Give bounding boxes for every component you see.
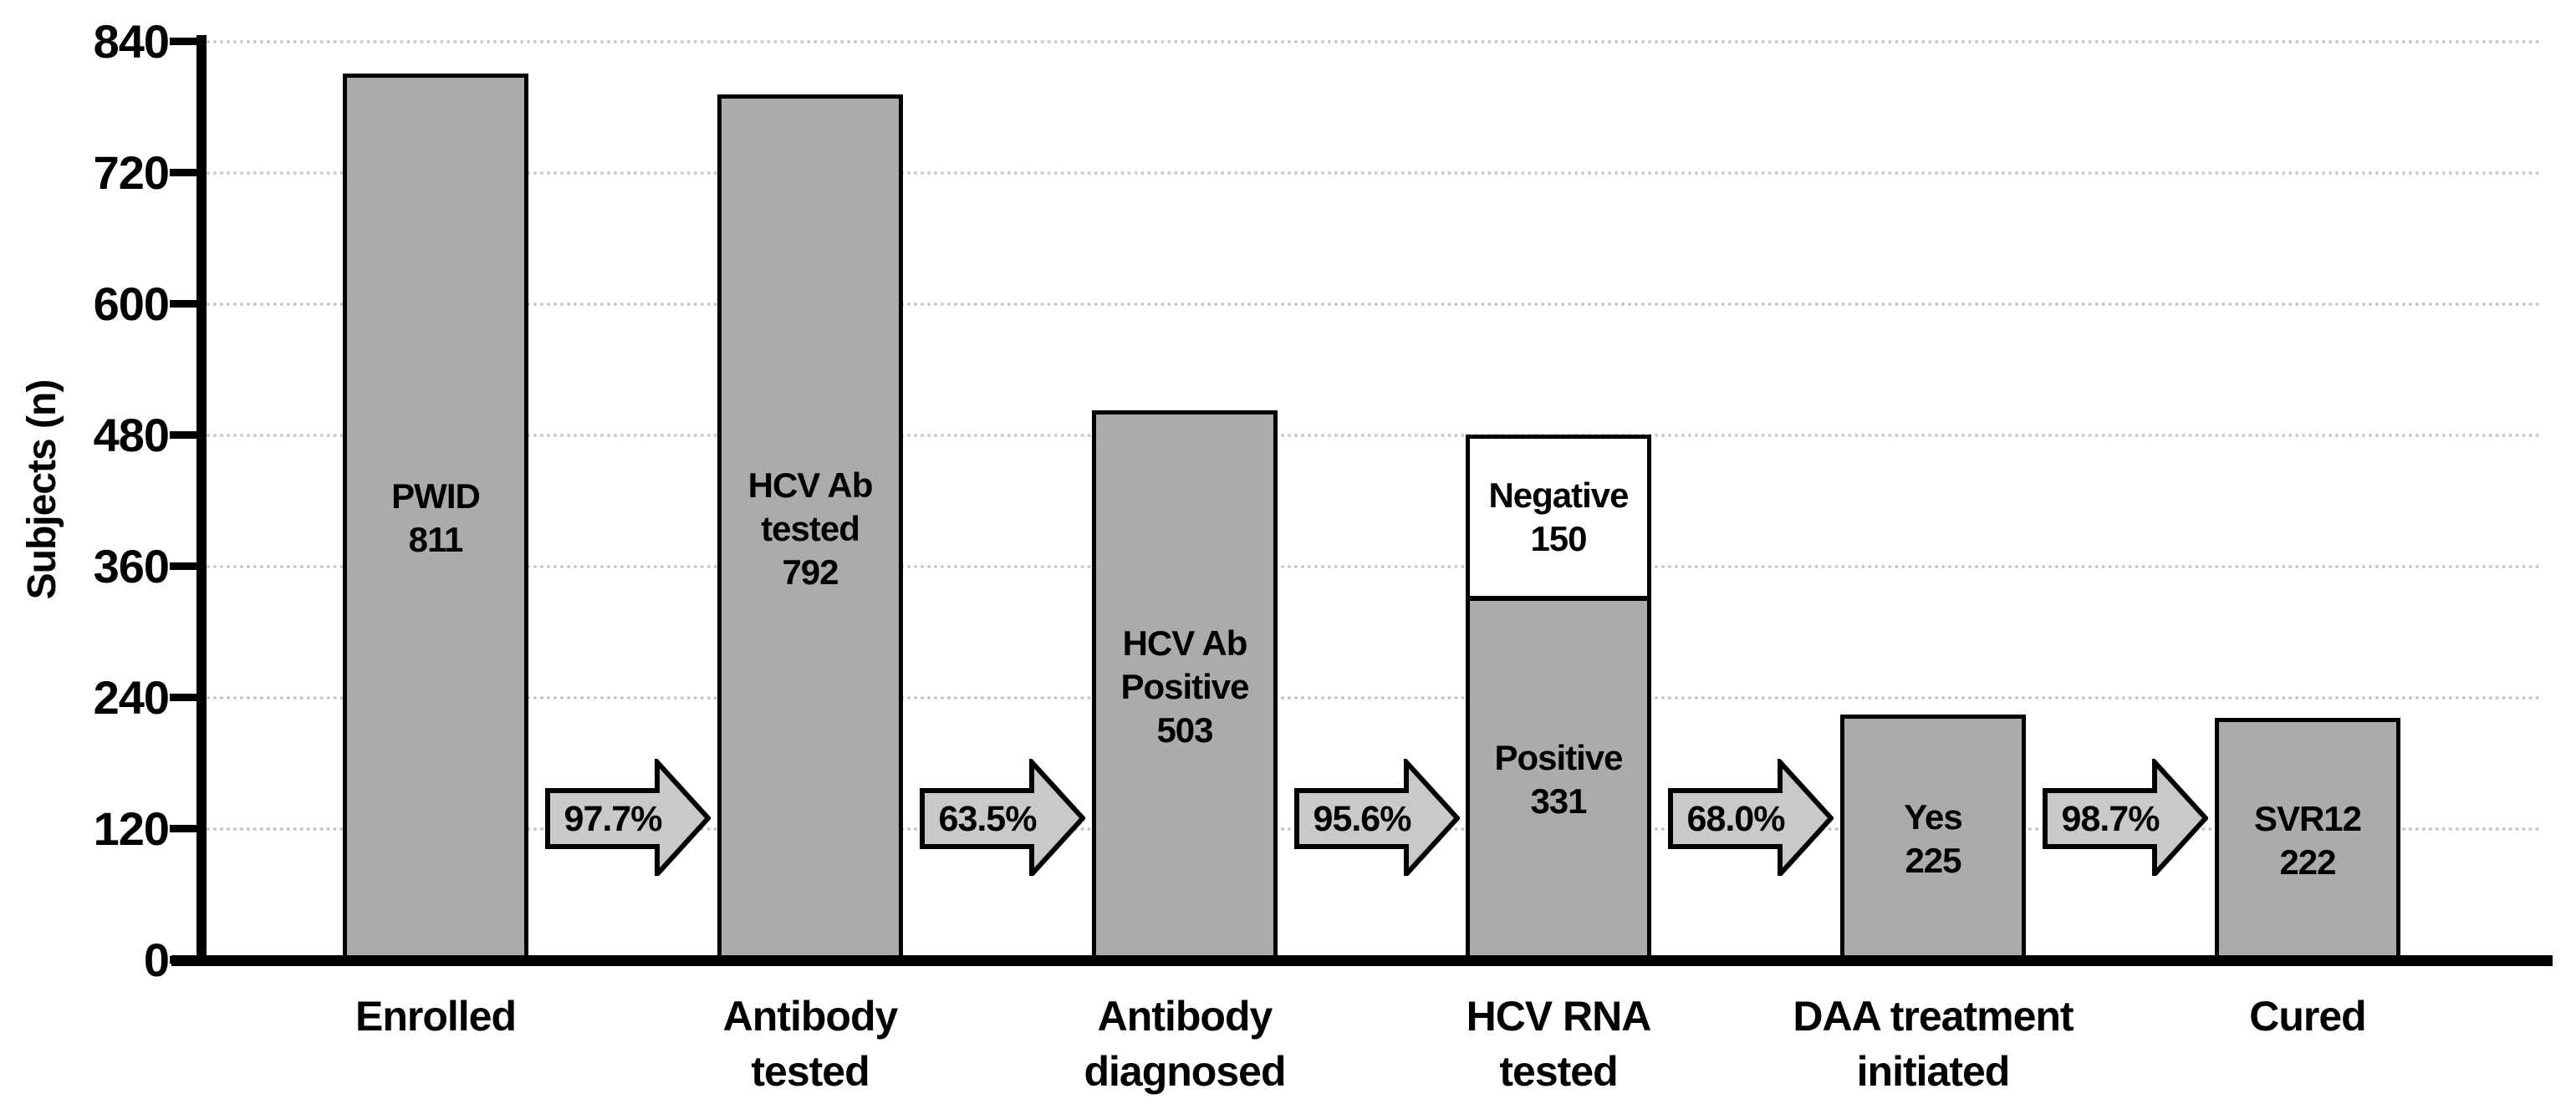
x-label-antibody-diagnosed: Antibody diagnosed [992,989,1377,1099]
x-label-cured: Cured [2115,989,2500,1044]
y-axis-line [196,35,207,966]
rna-negative-label-line: Negative [1488,476,1629,515]
bar-cured-label-line: SVR12 [2253,798,2362,838]
bar-segment-rna-positive: Positive 331 [1470,601,1647,959]
bar-cured-label: SVR12 222 [2253,797,2362,884]
x-label-line: HCV RNA [1466,993,1652,1040]
x-label-line: Enrolled [355,993,517,1040]
y-tick-label: 0 [143,933,170,986]
bar-daa-initiated-value: 225 [1905,840,1961,880]
x-label-daa-treatment-initiated: DAA treatment initiated [1741,989,2125,1099]
rna-negative-value: 150 [1530,519,1587,558]
y-tick-label: 120 [93,802,170,855]
y-tick-label: 720 [93,146,170,199]
bar-segment-rna-negative: Negative 150 [1470,439,1647,601]
y-gridline-480 [207,434,2542,437]
bar-enrolled: PWID 811 [343,74,528,963]
bar-antibody-diagnosed-label-line: HCV Ab [1122,623,1248,663]
bar-antibody-diagnosed-value: 503 [1156,710,1213,750]
bar-antibody-diagnosed-label: HCV Ab Positive 503 [1120,622,1249,752]
y-tick-240 [170,694,203,701]
y-axis-title: Subjects (n) [20,379,64,600]
bar-daa-initiated: Yes 225 [1840,715,2026,963]
x-label-line: tested [751,1048,870,1095]
x-label-line: diagnosed [1084,1048,1286,1095]
rna-positive-label-line: Positive [1494,738,1623,777]
bar-antibody-diagnosed: HCV Ab Positive 503 [1092,410,1278,963]
y-tick-120 [170,825,203,832]
flow-arrow-5: 98.7% [2043,759,2208,876]
bar-daa-initiated-label-line: Yes [1904,796,1962,837]
y-gridline-840 [207,40,2542,43]
right-arrow-icon [2043,759,2208,876]
flow-arrow-4-percent: 68.0% [1686,799,1786,839]
x-label-line: Antibody [1097,993,1273,1040]
x-label-line: DAA treatment [1793,993,2074,1040]
right-arrow-icon [1294,759,1460,876]
x-label-hcv-rna-tested: HCV RNA tested [1366,989,1751,1099]
bar-antibody-tested-label: HCV Ab tested 792 [747,464,874,594]
bar-hcv-rna-tested: Negative 150 Positive 331 [1466,435,1651,963]
x-label-line: tested [1499,1048,1618,1095]
bar-cured-value: 222 [2279,842,2336,882]
x-label-enrolled: Enrolled [243,989,628,1044]
bar-antibody-diagnosed-label-line: Positive [1120,666,1249,706]
y-gridline-240 [207,696,2542,699]
bar-cured: SVR12 222 [2215,718,2400,963]
y-tick-0 [170,956,203,964]
bar-antibody-tested: HCV Ab tested 792 [717,94,903,963]
y-tick-label: 480 [93,409,170,461]
y-tick-label: 360 [93,540,170,593]
y-tick-720 [170,169,203,176]
y-tick-360 [170,562,203,570]
bar-enrolled-label: PWID 811 [391,475,481,562]
y-gridline-600 [207,303,2542,306]
y-tick-label: 840 [93,15,170,68]
flow-arrow-3: 95.6% [1294,759,1460,876]
flow-arrow-3-percent: 95.6% [1313,799,1412,839]
y-tick-600 [170,300,203,308]
bar-antibody-tested-label-line: HCV Ab [747,465,874,505]
right-arrow-icon [920,759,1085,876]
right-arrow-icon [1668,759,1834,876]
y-tick-480 [170,431,203,439]
x-label-line: Cured [2249,993,2366,1040]
flow-arrow-1-percent: 97.7% [564,799,663,839]
x-label-line: Antibody [722,993,899,1040]
bar-daa-initiated-label: Yes 225 [1904,796,1962,883]
flow-arrow-5-percent: 98.7% [2061,799,2160,839]
bar-antibody-tested-label-line: tested [761,508,860,548]
flow-arrow-1: 97.7% [545,759,711,876]
y-tick-label: 240 [93,671,170,724]
y-gridline-720 [207,171,2542,175]
rna-positive-label: Positive 331 [1494,736,1623,823]
y-tick-label: 600 [93,277,170,330]
bar-enrolled-label-line: PWID [391,476,481,516]
right-arrow-icon [545,759,711,876]
flow-arrow-2-percent: 63.5% [938,799,1038,839]
bar-enrolled-value: 811 [408,520,464,559]
x-axis-baseline [171,955,2553,966]
flow-arrow-2: 63.5% [920,759,1085,876]
rna-positive-value: 331 [1530,781,1587,821]
y-tick-840 [170,38,203,45]
flow-arrow-4: 68.0% [1668,759,1834,876]
y-gridline-360 [207,565,2542,568]
x-label-line: initiated [1856,1048,2011,1095]
bar-antibody-tested-value: 792 [782,552,839,592]
x-label-antibody-tested: Antibody tested [618,989,1002,1099]
rna-negative-label: Negative 150 [1488,474,1629,561]
